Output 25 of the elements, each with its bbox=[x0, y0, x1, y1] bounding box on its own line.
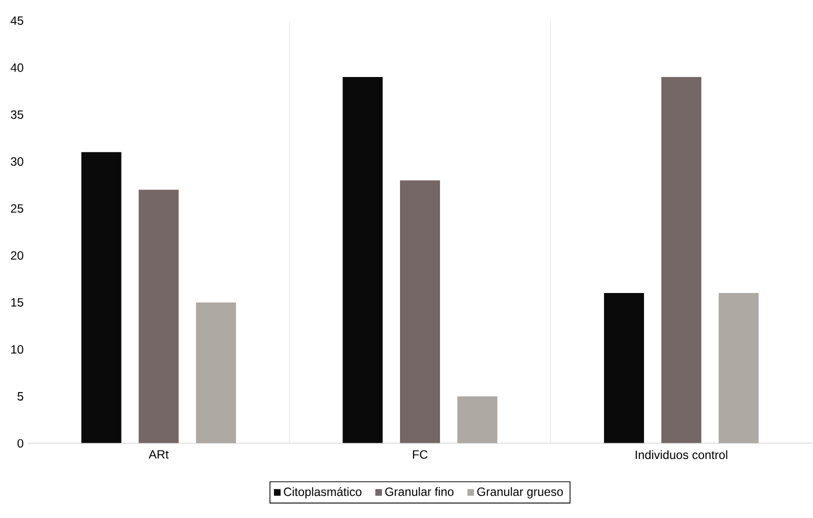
y-tick-label: 45 bbox=[10, 16, 24, 25]
y-tick-label: 20 bbox=[10, 251, 24, 260]
legend-label: Granular fino bbox=[385, 487, 454, 496]
bar bbox=[718, 293, 759, 444]
x-tick-label: Individuos control bbox=[636, 450, 728, 460]
bar bbox=[342, 77, 383, 444]
legend-label: Granular grueso bbox=[477, 487, 563, 498]
bar bbox=[196, 302, 236, 444]
y-tick-label: 15 bbox=[11, 298, 24, 307]
y-tick-label: 5 bbox=[18, 392, 24, 401]
bar bbox=[457, 396, 498, 444]
y-tick-label: 35 bbox=[10, 110, 24, 119]
x-tick-label: FC bbox=[412, 450, 428, 459]
bar bbox=[81, 152, 122, 444]
y-tick-label: 40 bbox=[10, 63, 24, 72]
y-tick-label: 0 bbox=[18, 439, 24, 448]
y-tick-label: 25 bbox=[10, 204, 24, 213]
bar bbox=[604, 293, 644, 444]
legend-label: Citoplasmático bbox=[284, 487, 362, 498]
bar bbox=[138, 190, 179, 444]
bar bbox=[400, 180, 440, 444]
bar bbox=[661, 77, 702, 444]
y-tick-label: 10 bbox=[11, 345, 24, 354]
y-tick-label: 30 bbox=[10, 157, 24, 166]
x-tick-label: ARt bbox=[148, 450, 169, 459]
